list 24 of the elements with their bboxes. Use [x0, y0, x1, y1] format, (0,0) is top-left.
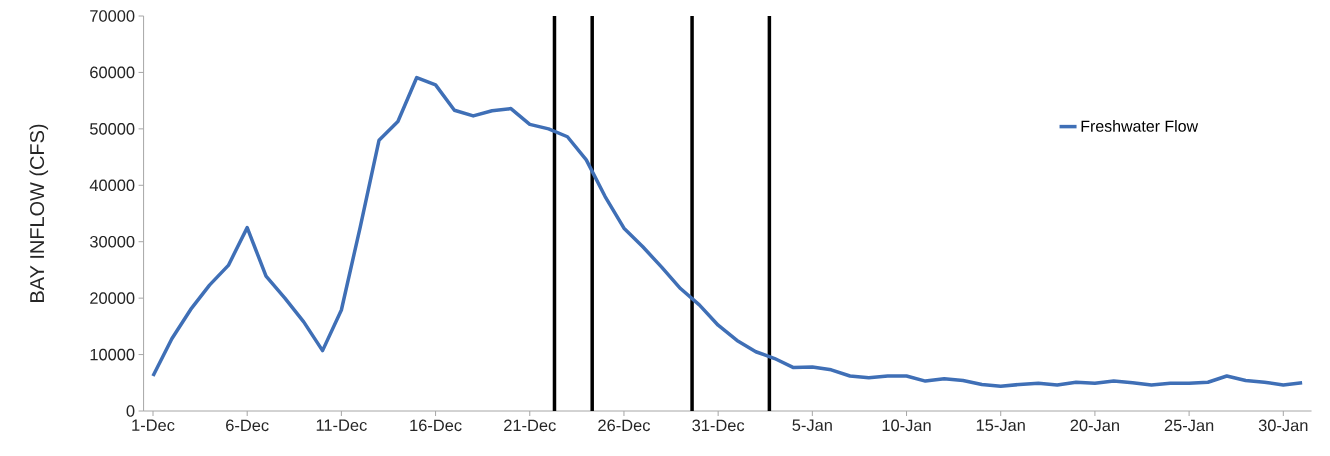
x-tick-label: 31-Dec	[692, 419, 745, 432]
x-tick-label: 21-Dec	[504, 419, 556, 432]
y-tick-label: 60000	[90, 66, 135, 79]
legend-label: Freshwater Flow	[1081, 120, 1199, 132]
x-tick-label: 25-Jan	[1164, 419, 1214, 432]
x-tick-label: 16-Dec	[410, 419, 462, 432]
y-tick-label: 10000	[90, 348, 135, 361]
y-tick-label: 70000	[90, 10, 135, 22]
x-tick-label: 5-Jan	[792, 419, 832, 431]
x-tick-label: 1-Dec	[132, 419, 175, 431]
y-tick-label: 50000	[90, 123, 135, 135]
y-tick-label: 30000	[89, 235, 135, 248]
y-tick-label: 20000	[90, 292, 135, 304]
x-tick-label: 30-Jan	[1258, 419, 1308, 432]
x-tick-label: 6-Dec	[226, 419, 269, 432]
y-tick-label: 40000	[89, 179, 135, 192]
y-axis-title: BAY INFLOW (CFS)	[29, 124, 49, 302]
line-series	[151, 75, 1304, 388]
x-tick-label: 26-Dec	[598, 419, 650, 432]
x-tick-label: 11-Dec	[316, 419, 367, 431]
x-tick-label: 10-Jan	[882, 419, 931, 432]
y-tick-label: 0	[126, 405, 135, 417]
x-tick-label: 15-Jan	[976, 419, 1025, 431]
x-tick-label: 20-Jan	[1070, 419, 1119, 432]
